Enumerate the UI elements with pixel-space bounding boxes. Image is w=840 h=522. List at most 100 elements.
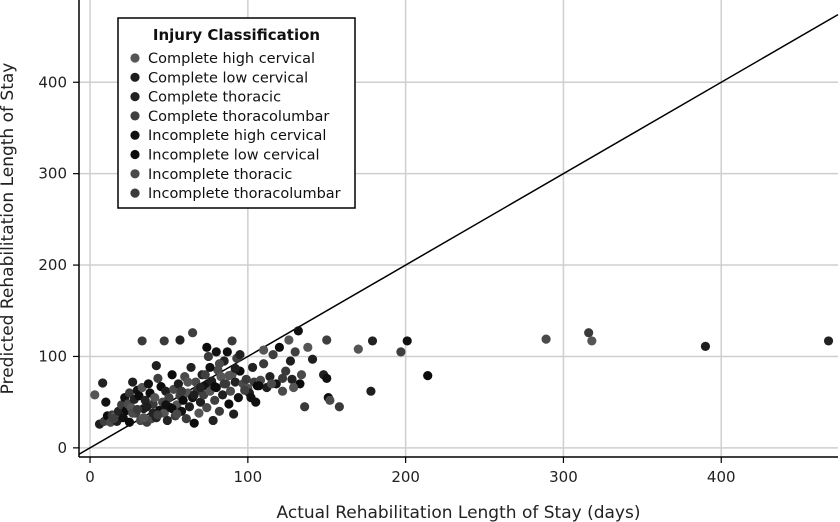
data-point	[150, 392, 160, 403]
data-point	[246, 392, 256, 403]
legend: Injury Classification Complete high cervi…	[117, 17, 356, 209]
data-point	[214, 359, 225, 369]
data-point	[181, 414, 191, 424]
data-point	[266, 379, 277, 389]
data-point	[587, 336, 597, 346]
legend-box	[117, 17, 356, 209]
data-point	[211, 347, 221, 357]
data-point	[167, 370, 177, 380]
data-point	[101, 397, 111, 407]
data-point	[172, 409, 182, 419]
data-point	[183, 377, 193, 387]
data-point	[219, 379, 229, 389]
x-tick-label: 400	[707, 468, 736, 486]
data-point	[195, 397, 206, 407]
data-point	[233, 392, 243, 403]
data-point	[268, 350, 278, 360]
data-point	[128, 377, 138, 387]
data-point	[293, 326, 303, 336]
data-point	[109, 414, 119, 424]
data-point	[823, 336, 834, 346]
data-point	[214, 406, 225, 416]
data-point	[274, 342, 285, 352]
legend-marker	[130, 149, 140, 160]
legend-marker	[130, 111, 140, 121]
data-point	[194, 408, 204, 418]
data-point	[229, 409, 239, 419]
data-point	[289, 382, 299, 393]
data-point	[402, 336, 412, 346]
x-axis-title: Actual Rehabilitation Length of Stay (da…	[277, 503, 641, 522]
data-point	[137, 336, 147, 346]
data-point	[367, 336, 378, 346]
data-point	[224, 399, 234, 409]
data-point	[151, 361, 161, 371]
data-point	[124, 388, 135, 398]
data-point	[307, 354, 318, 364]
data-point	[265, 371, 275, 382]
data-point	[300, 402, 310, 412]
data-point	[178, 395, 188, 405]
data-point	[284, 335, 294, 345]
data-point	[277, 373, 288, 383]
data-point	[227, 336, 237, 346]
x-tick-label: 200	[391, 468, 420, 486]
identity-line	[78, 13, 839, 455]
data-point	[224, 371, 234, 381]
data-point	[134, 391, 144, 401]
legend-label: Complete low cervical	[148, 70, 308, 86]
x-tick-label: 100	[234, 468, 263, 486]
data-point	[200, 370, 210, 380]
legend-marker	[130, 130, 140, 140]
data-point	[241, 374, 251, 384]
legend-marker	[130, 169, 140, 179]
data-point	[164, 392, 174, 403]
data-point	[230, 377, 240, 387]
legend-title: Injury Classification	[153, 26, 320, 44]
data-point	[203, 351, 213, 362]
data-point	[217, 390, 228, 400]
data-point	[205, 362, 215, 373]
data-point	[240, 385, 250, 395]
data-point	[202, 403, 212, 413]
data-point	[153, 373, 163, 383]
reference-line-layer	[78, 13, 839, 455]
data-point	[296, 370, 307, 380]
data-point	[139, 413, 149, 423]
data-point	[222, 347, 232, 357]
data-point	[210, 382, 220, 392]
data-point	[285, 356, 296, 366]
x-tick-label: 300	[549, 468, 578, 486]
data-point	[423, 371, 433, 381]
data-point	[334, 402, 344, 412]
data-point	[142, 402, 152, 412]
legend-marker	[130, 53, 140, 63]
data-point	[90, 390, 100, 400]
data-point	[584, 328, 594, 338]
data-points	[90, 326, 834, 429]
data-point	[153, 410, 163, 420]
data-point	[259, 359, 269, 369]
data-point	[189, 418, 199, 428]
legend-marker	[130, 188, 140, 198]
y-tick-label: 400	[38, 73, 67, 91]
legend-label: Incomplete high cervical	[148, 128, 326, 144]
legend-label: Complete thoracic	[148, 90, 281, 106]
y-tick-label: 200	[38, 256, 67, 274]
data-point	[322, 335, 332, 345]
legend-label: Incomplete low cervical	[148, 148, 320, 164]
data-point	[235, 350, 245, 360]
data-point	[303, 342, 313, 352]
data-point	[143, 379, 154, 389]
data-point	[353, 344, 363, 354]
data-point	[195, 382, 206, 393]
legend-label: Incomplete thoracic	[148, 167, 292, 183]
legend-marker	[130, 72, 140, 82]
legend-label: Complete thoracolumbar	[148, 109, 329, 125]
data-point	[202, 342, 212, 352]
data-point	[290, 347, 300, 357]
data-point	[98, 378, 108, 388]
data-point	[176, 386, 187, 396]
data-point	[184, 402, 195, 412]
